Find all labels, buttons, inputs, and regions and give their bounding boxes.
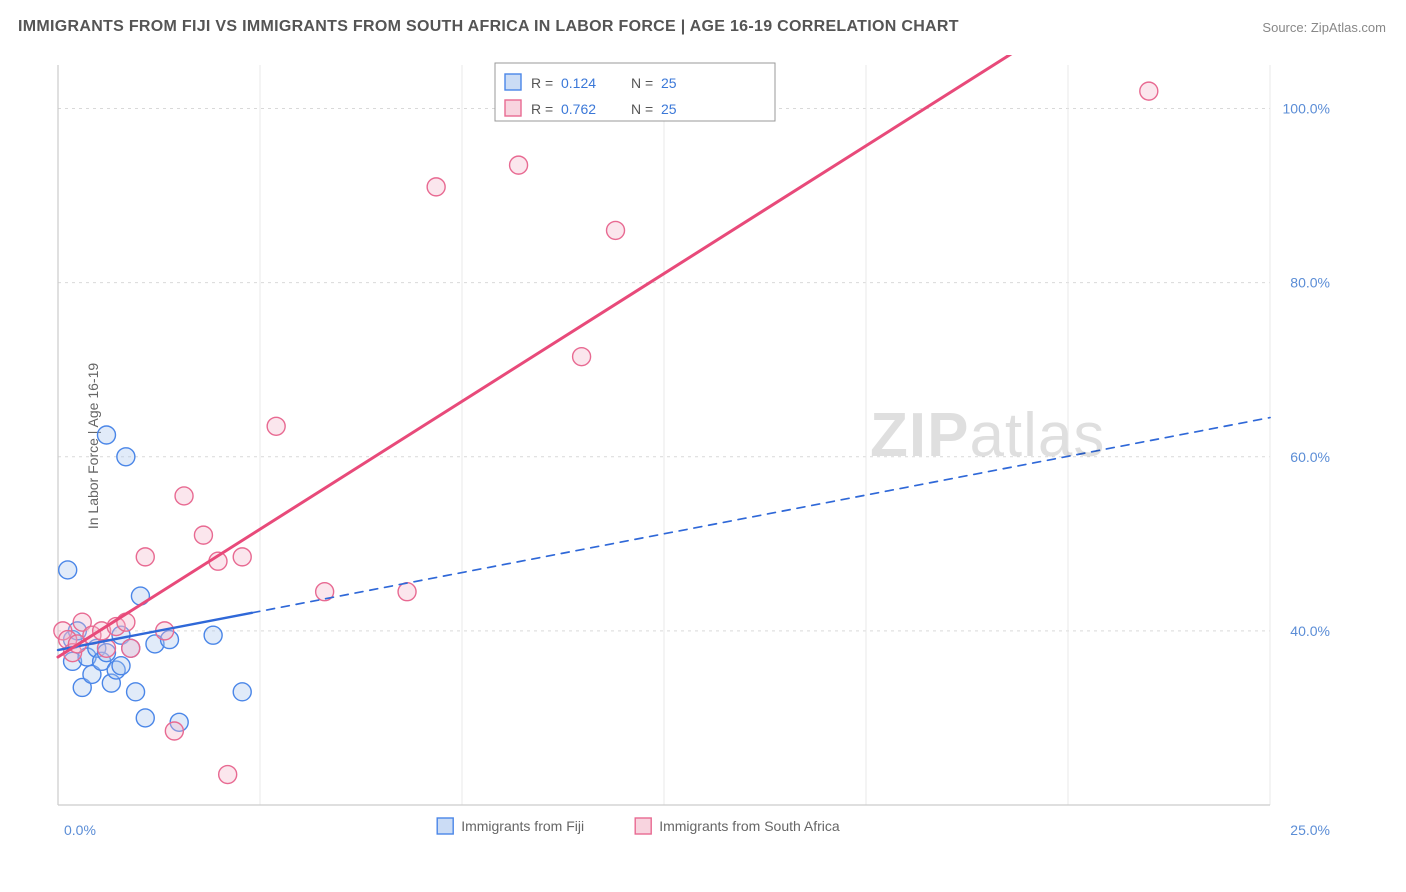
y-tick-label: 40.0% <box>1290 623 1330 639</box>
legend-stat: 25 <box>661 75 677 91</box>
legend-stat: N = <box>631 75 653 91</box>
scatter-point <box>233 548 251 566</box>
legend-label: Immigrants from Fiji <box>461 818 584 834</box>
legend-stat: R = <box>531 75 553 91</box>
scatter-point <box>117 448 135 466</box>
scatter-point <box>1140 82 1158 100</box>
scatter-point <box>398 583 416 601</box>
scatter-point <box>117 613 135 631</box>
scatter-point <box>427 178 445 196</box>
legend-stat: 25 <box>661 101 677 117</box>
x-tick-label: 25.0% <box>1290 822 1330 838</box>
legend-box: R = 0.124 N = 25 R = 0.762 N = 25 <box>495 63 775 121</box>
bottom-legend: Immigrants from Fiji Immigrants from Sout… <box>437 818 840 834</box>
legend-stat: R = <box>531 101 553 117</box>
legend-stat: 0.762 <box>561 101 596 117</box>
y-tick-label: 100.0% <box>1283 101 1330 117</box>
chart-title: IMMIGRANTS FROM FIJI VS IMMIGRANTS FROM … <box>18 18 959 36</box>
legend-stat: N = <box>631 101 653 117</box>
x-tick-label: 0.0% <box>64 822 96 838</box>
scatter-point <box>122 639 140 657</box>
scatter-point <box>233 683 251 701</box>
scatter-point <box>510 156 528 174</box>
scatter-point <box>97 426 115 444</box>
trend-line-dashed <box>252 418 1270 613</box>
scatter-point <box>573 348 591 366</box>
scatter-point <box>127 683 145 701</box>
scatter-point <box>112 657 130 675</box>
scatter-point <box>204 626 222 644</box>
scatter-point <box>136 548 154 566</box>
source-prefix: Source: <box>1262 20 1307 35</box>
y-tick-label: 80.0% <box>1290 275 1330 291</box>
scatter-point <box>136 709 154 727</box>
y-tick-label: 60.0% <box>1290 449 1330 465</box>
scatter-point <box>219 766 237 784</box>
chart-container: IMMIGRANTS FROM FIJI VS IMMIGRANTS FROM … <box>0 0 1406 892</box>
legend-label: Immigrants from South Africa <box>659 818 840 834</box>
scatter-point <box>267 417 285 435</box>
scatter-point <box>59 561 77 579</box>
chart-svg: 40.0% 60.0% 80.0% 100.0% 0.0% 25.0% R = 0.124 N … <box>50 55 1360 845</box>
scatter-point <box>194 526 212 544</box>
legend-stat: 0.124 <box>561 75 596 91</box>
scatter-point <box>175 487 193 505</box>
scatter-point <box>165 722 183 740</box>
source-label: Source: ZipAtlas.com <box>1262 20 1386 35</box>
source-value: ZipAtlas.com <box>1311 20 1386 35</box>
scatter-point <box>607 221 625 239</box>
plot-area: 40.0% 60.0% 80.0% 100.0% 0.0% 25.0% R = 0.124 N … <box>50 55 1360 845</box>
